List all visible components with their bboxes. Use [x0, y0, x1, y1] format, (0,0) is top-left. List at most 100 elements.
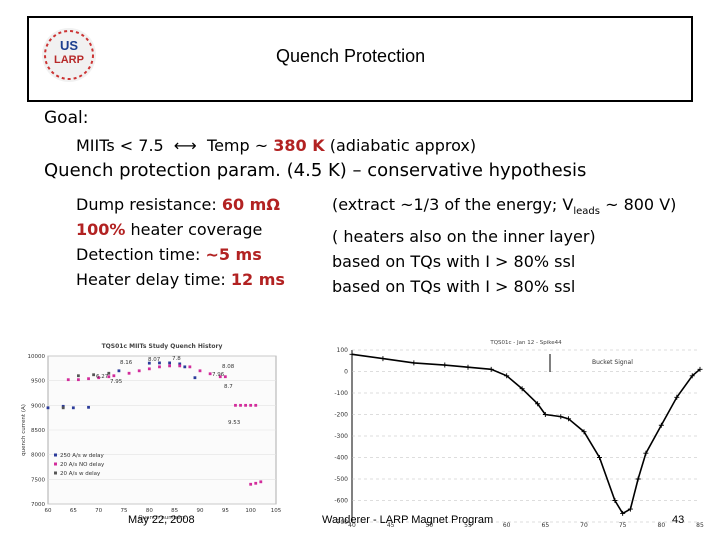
- x-tick-label: 85: [696, 522, 704, 528]
- data-point: [46, 406, 50, 410]
- x-tick-label: 80: [658, 522, 666, 528]
- note-heaters: ( heaters also on the inner layer): [332, 227, 596, 247]
- data-point: [697, 366, 703, 372]
- legend-label: Bucket Signal: [592, 359, 633, 366]
- data-point: [380, 356, 386, 362]
- data-point: [689, 373, 695, 379]
- data-point: [193, 376, 197, 380]
- x-tick-label: 85: [171, 508, 178, 514]
- data-annotation: 8.16: [120, 360, 133, 366]
- y-tick-label: 7000: [31, 502, 45, 508]
- data-point: [147, 367, 151, 371]
- x-tick-label: 60: [503, 522, 511, 528]
- y-tick-label: -600: [334, 498, 348, 505]
- miits-temp-label: Temp ~: [207, 136, 269, 155]
- chart-title: TQS01c MIITs Study Quench History: [102, 343, 223, 350]
- y-tick-label: -700: [334, 519, 348, 526]
- data-point: [107, 375, 111, 379]
- y-tick-label: 7500: [31, 477, 45, 483]
- data-point: [620, 510, 626, 516]
- data-point: [558, 414, 564, 420]
- legend-marker: [54, 471, 57, 475]
- data-annotation: 8.07: [148, 357, 161, 363]
- data-point: [234, 403, 237, 407]
- data-point: [71, 406, 75, 410]
- x-tick-label: 45: [387, 522, 395, 528]
- data-point: [183, 365, 187, 369]
- param-list: Dump resistance: 60 mΩ 100% heater cover…: [76, 192, 285, 292]
- note-delay: based on TQs with I > 80% ssl: [332, 277, 576, 297]
- larp-logo: US LARP: [42, 28, 96, 82]
- data-point: [66, 378, 70, 382]
- y-tick-label: -100: [334, 390, 348, 397]
- y-tick-label: 8000: [31, 453, 45, 459]
- data-point: [249, 403, 253, 407]
- x-tick-label: 40: [348, 522, 356, 528]
- data-point: [566, 416, 572, 422]
- data-annotation: 9.53: [228, 420, 241, 426]
- data-point: [61, 404, 65, 408]
- x-tick-label: 80: [146, 508, 153, 514]
- chart-title: TQS01c - Jan 12 - Spike44: [489, 340, 562, 346]
- miits-prefix: MIITs < 7.5: [76, 136, 164, 155]
- x-tick-label: 50: [426, 522, 434, 528]
- x-tick-label: 95: [222, 508, 229, 514]
- data-point: [249, 482, 253, 486]
- data-point: [92, 373, 95, 377]
- x-tick-label: 60: [45, 508, 52, 514]
- data-annotation: 7.8: [172, 356, 181, 362]
- x-tick-label: 105: [271, 508, 282, 514]
- data-point: [627, 506, 633, 512]
- data-point: [635, 476, 641, 482]
- data-point: [535, 401, 541, 407]
- data-point: [349, 351, 355, 357]
- data-annotation: 6.27: [96, 374, 109, 380]
- data-point: [97, 376, 101, 380]
- y-tick-label: -300: [334, 433, 348, 440]
- data-point: [254, 403, 258, 407]
- param-heater-coverage: 100% heater coverage: [76, 220, 263, 239]
- y-tick-label: 0: [344, 369, 348, 376]
- logo-us-text: US: [59, 38, 79, 53]
- data-annotation: 7.95: [110, 379, 123, 385]
- data-point: [147, 361, 151, 365]
- y-tick-label: 9000: [31, 403, 45, 409]
- data-point: [77, 374, 80, 378]
- data-point: [259, 480, 263, 484]
- x-tick-label: 55: [464, 522, 472, 528]
- x-tick-label: 70: [580, 522, 588, 528]
- data-point: [61, 406, 65, 410]
- x-tick-label: 70: [95, 508, 102, 514]
- data-point: [504, 373, 510, 379]
- data-point: [198, 369, 202, 373]
- param-notes: (extract ~1/3 of the energy; Vleads ~ 80…: [332, 192, 676, 299]
- param-detection-time: Detection time: ~5 ms: [76, 245, 262, 264]
- note-energy: (extract ~1/3 of the energy; Vleads ~ 80…: [332, 195, 677, 218]
- title-banner: [27, 16, 693, 102]
- data-point: [658, 422, 664, 428]
- data-point: [465, 364, 471, 370]
- miits-line: MIITs < 7.5 ⟷ Temp ~ 380 K (adiabatic ap…: [76, 136, 476, 155]
- data-point: [254, 481, 258, 485]
- data-point: [87, 405, 90, 409]
- data-point: [596, 455, 602, 460]
- data-point: [244, 403, 247, 407]
- data-point: [112, 374, 116, 378]
- goal-heading: Goal:: [44, 108, 89, 128]
- data-annotation: 8.08: [222, 364, 235, 370]
- data-point: [107, 371, 111, 375]
- data-point: [158, 365, 161, 369]
- data-point: [223, 375, 227, 379]
- miits-temp-value: 380 K: [273, 136, 325, 155]
- x-tick-label: 90: [197, 508, 204, 514]
- data-point: [519, 386, 525, 392]
- data-point: [117, 369, 121, 373]
- x-tick-label: 65: [542, 522, 550, 528]
- data-point: [188, 365, 192, 369]
- x-axis-label: Quench numbers: [138, 515, 185, 520]
- y-tick-label: -400: [334, 455, 348, 462]
- data-point: [77, 378, 80, 382]
- legend-marker: [54, 462, 57, 466]
- param-dump-resistance: Dump resistance: 60 mΩ: [76, 195, 280, 214]
- data-annotation: 7.96: [212, 372, 225, 378]
